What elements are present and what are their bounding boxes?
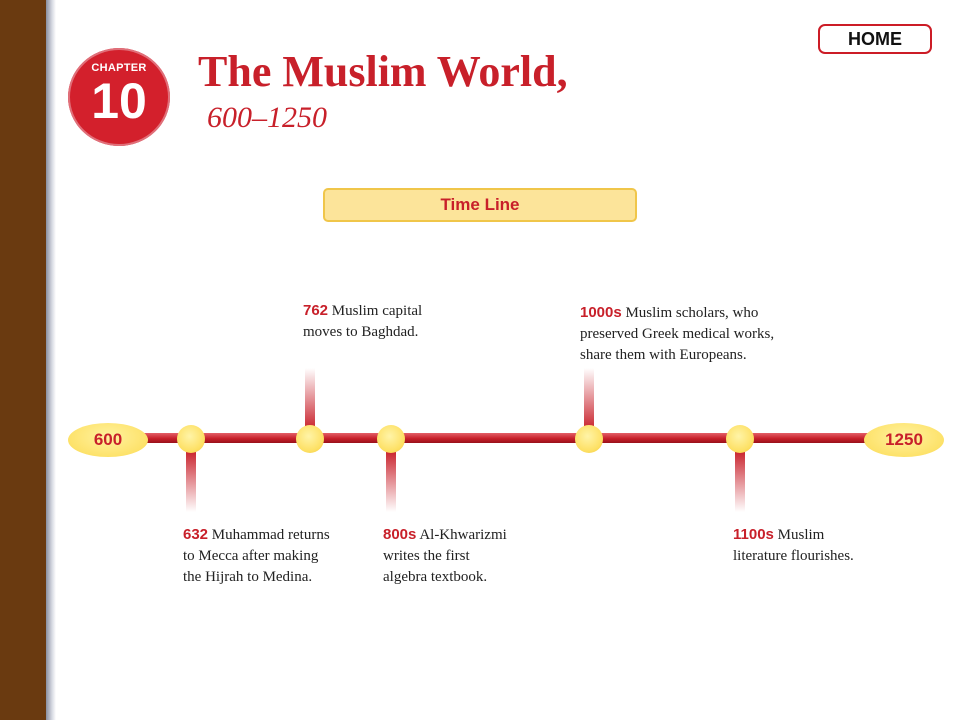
event-text: Al-Khwarizmi — [419, 527, 507, 543]
event-text-line3: algebra textbook. — [383, 569, 488, 585]
stem-632 — [186, 450, 196, 512]
event-text-line2: to Mecca after making — [183, 548, 319, 564]
timeline-start-label: 600 — [68, 423, 148, 457]
timeline-node-762 — [296, 425, 324, 453]
home-button[interactable]: HOME — [818, 24, 932, 54]
sidebar-shadow — [46, 0, 56, 720]
stem-800s — [386, 450, 396, 512]
event-text: Muslim capital — [331, 303, 423, 319]
event-1100s: 1100s Muslim literature flourishes. — [733, 524, 854, 567]
timeline-end-label: 1250 — [864, 423, 944, 457]
timeline-node-632 — [177, 425, 205, 453]
event-year: 632 — [183, 526, 209, 543]
page-title: The Muslim World, — [198, 47, 568, 96]
event-800s: 800s Al-Khwarizmi writes the first algeb… — [383, 524, 507, 588]
chapter-badge: CHAPTER 10 — [68, 48, 170, 146]
event-text-line2: moves to Baghdad. — [303, 324, 419, 340]
left-sidebar-bar — [0, 0, 46, 720]
chapter-number: 10 — [91, 73, 147, 129]
stem-762 — [305, 368, 315, 430]
event-year: 1100s — [733, 526, 774, 543]
timeline-node-1000s — [575, 425, 603, 453]
event-text-line3: the Hijrah to Medina. — [183, 569, 313, 585]
event-text-line2: writes the first — [383, 548, 470, 564]
timeline-bar — [110, 433, 900, 443]
event-text-line2: literature flourishes. — [733, 548, 854, 564]
page-subtitle: 600–1250 — [207, 101, 327, 134]
timeline-node-1100s — [726, 425, 754, 453]
event-632: 632 Muhammad returns to Mecca after maki… — [183, 524, 330, 588]
timeline-node-800s — [377, 425, 405, 453]
event-text-line3: share them with Europeans. — [580, 347, 747, 363]
event-text: Muslim scholars, who — [625, 305, 759, 321]
event-1000s: 1000s Muslim scholars, who preserved Gre… — [580, 302, 774, 366]
event-year: 762 — [303, 302, 329, 319]
stem-1100s — [735, 450, 745, 512]
event-year: 1000s — [580, 304, 622, 321]
stem-1000s — [584, 368, 594, 430]
event-text: Muhammad returns — [211, 527, 330, 543]
event-762: 762 Muslim capital moves to Baghdad. — [303, 300, 422, 343]
event-text: Muslim — [777, 527, 825, 543]
event-text-line2: preserved Greek medical works, — [580, 326, 775, 342]
event-year: 800s — [383, 526, 417, 543]
timeline-heading: Time Line — [323, 188, 637, 222]
chapter-label: CHAPTER — [91, 62, 147, 74]
